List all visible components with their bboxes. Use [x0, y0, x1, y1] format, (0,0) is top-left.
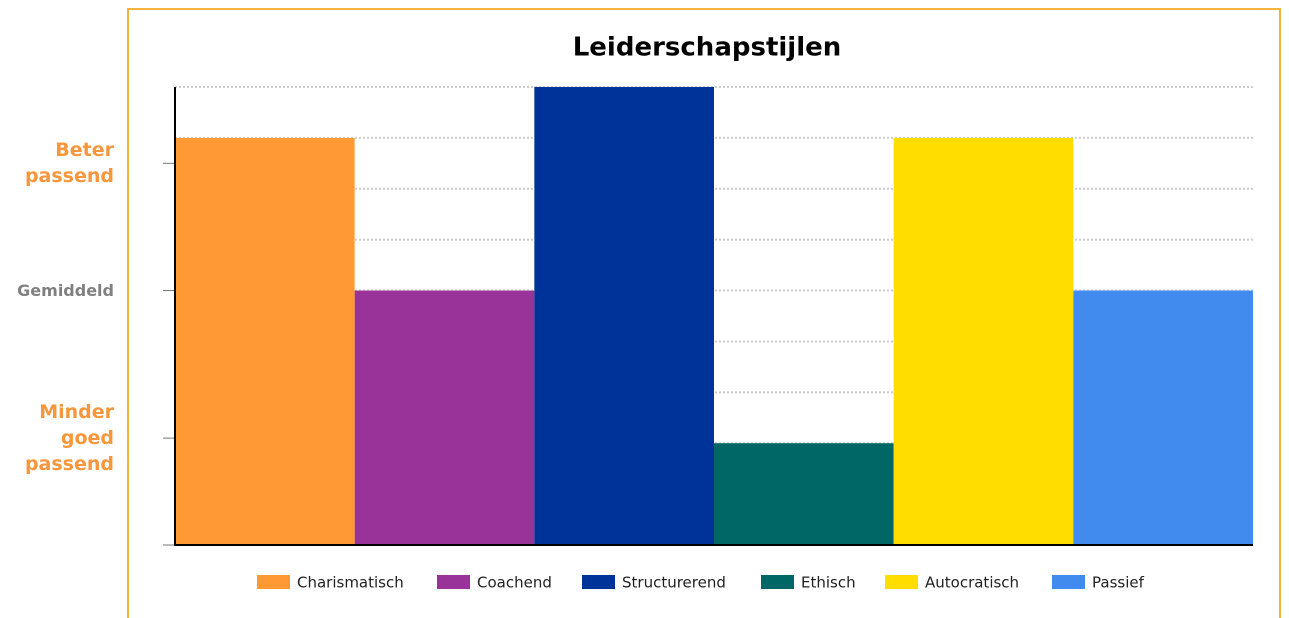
legend-swatch [437, 575, 470, 589]
legend-label: Structurerend [622, 574, 726, 592]
legend-swatch [761, 575, 794, 589]
legend-swatch [1052, 575, 1085, 589]
y-tick-label: Minder goed passend [24, 401, 114, 476]
bar [534, 87, 714, 545]
legend-label: Autocratisch [925, 574, 1019, 592]
legend-swatch [582, 575, 615, 589]
legend-label: Charismatisch [297, 574, 404, 592]
bar [893, 137, 1074, 545]
bar [175, 137, 355, 545]
y-tick-label: Beter passend [24, 139, 114, 188]
legend-label: Passief [1092, 574, 1145, 592]
legend-swatch [885, 575, 918, 589]
legend-label: Coachend [477, 574, 552, 592]
legend-swatch [257, 575, 290, 589]
y-tick-label: Gemiddeld [17, 280, 114, 300]
chart-title: Leiderschapstijlen [573, 33, 842, 63]
chart-frame [127, 8, 1281, 618]
bar [1073, 290, 1253, 545]
legend-label: Ethisch [801, 574, 856, 592]
bar [714, 443, 894, 545]
bar [354, 290, 535, 545]
